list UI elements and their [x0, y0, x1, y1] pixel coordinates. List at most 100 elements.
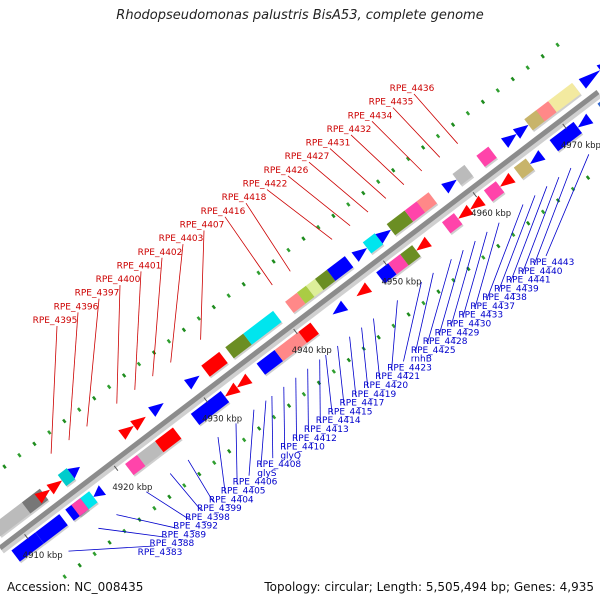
dot-track-upper-dot	[76, 407, 82, 412]
forward-gene	[296, 285, 316, 306]
bottom-gene-label: RPE_4437	[470, 302, 515, 312]
forward-gene	[130, 416, 146, 431]
label-leader	[271, 395, 274, 459]
dot-track-lower-dot	[167, 494, 172, 500]
reverse-gene	[236, 373, 253, 388]
reverse-gene	[513, 158, 536, 181]
top-gene-label: RPE_4427	[285, 152, 330, 162]
forward-gene	[362, 233, 385, 256]
top-gene-label: RPE_4396	[54, 302, 99, 312]
dot-track-lower-dot	[525, 220, 531, 226]
bottom-gene-label: RPE_4419	[351, 390, 396, 400]
forward-gene	[375, 229, 391, 244]
gene-arrow	[236, 373, 253, 388]
tick-mark	[203, 397, 208, 403]
gene-box	[376, 263, 397, 284]
gene-box	[326, 256, 354, 281]
bottom-gene-label: RPE_4423	[387, 363, 432, 373]
label-leader	[509, 186, 548, 283]
dot-track-upper-dot	[480, 99, 486, 105]
label-leader	[266, 189, 333, 240]
label-leader	[414, 272, 434, 353]
dot-track-upper-dot	[211, 304, 217, 310]
label-leader	[361, 327, 369, 388]
label-leader	[426, 259, 452, 344]
reverse-gene	[483, 181, 506, 204]
page-title: Rhodopseudomonas palustris BisA53, compl…	[116, 8, 484, 23]
label-leader	[200, 230, 205, 340]
gene-arrow	[67, 466, 80, 479]
forward-gene	[0, 502, 32, 538]
label-leader	[308, 161, 369, 213]
forward-gene	[578, 70, 600, 89]
forward-gene	[118, 425, 134, 440]
label-leader	[116, 514, 178, 529]
bottom-gene-label: RPE_4420	[363, 381, 408, 391]
gene-box	[416, 192, 438, 213]
bottom-gene-label: RPE_4408	[256, 460, 301, 470]
label-leader	[86, 298, 100, 427]
label-leader	[260, 400, 267, 467]
gene-arrow	[34, 489, 51, 504]
dot-track-upper-dot	[62, 418, 67, 424]
reverse-gene	[274, 331, 309, 363]
dot-track-upper-dot	[316, 224, 321, 230]
dot-track-upper-dot	[106, 384, 112, 390]
dot-track-lower-dot	[286, 403, 292, 408]
reverse-gene	[356, 282, 373, 297]
gene-box	[125, 454, 146, 476]
dot-track-upper-dot	[151, 350, 157, 355]
bottom-gene-label: RPE_4414	[316, 416, 361, 426]
gene-box	[476, 146, 497, 167]
reverse-gene	[376, 263, 398, 286]
gene-box	[362, 233, 384, 254]
reverse-gene	[400, 245, 422, 267]
dot-track-upper-dot	[465, 110, 471, 116]
label-leader	[283, 386, 286, 450]
gene-arrow	[577, 113, 594, 128]
bottom-gene-label: RPE_4417	[340, 399, 385, 409]
gene-arrow	[416, 236, 432, 251]
top-gene-label: RPE_4395	[33, 316, 78, 326]
label-leader	[224, 216, 273, 286]
gene-arrow	[500, 134, 517, 148]
bottom-gene-label: RPE_4410	[280, 443, 325, 453]
dot-track-upper-dot	[241, 281, 246, 287]
forward-gene	[386, 210, 415, 237]
gene-arrow	[225, 382, 241, 397]
reverse-gene	[458, 204, 474, 219]
dot-track-lower-dot	[211, 460, 217, 465]
gene-arrow	[118, 425, 134, 440]
label-leader	[287, 175, 351, 227]
label-leader	[319, 359, 321, 423]
forward-gene	[548, 82, 582, 114]
reverse-gene	[11, 532, 46, 564]
forward-gene	[416, 192, 439, 215]
label-leader-lines	[50, 93, 590, 552]
bottom-gene-label: RPE_4405	[221, 486, 266, 496]
gene-box	[190, 391, 230, 425]
forward-gene	[305, 278, 325, 299]
reverse-gene	[35, 514, 70, 546]
gene-features	[0, 61, 600, 564]
gene-arrow	[470, 195, 486, 210]
gene-arrow	[529, 150, 546, 164]
label-leader	[169, 473, 202, 512]
bottom-gene-label: RPE_4443	[530, 258, 575, 268]
gene-box	[285, 292, 306, 313]
label-leader	[68, 312, 79, 441]
gene-box	[305, 278, 324, 297]
forward-gene	[67, 466, 80, 479]
dot-track-upper-dot	[525, 65, 530, 70]
label-leader	[116, 285, 121, 404]
dot-track-lower-dot	[316, 380, 322, 386]
reverse-gene	[549, 121, 584, 153]
top-gene-label: RPE_4401	[117, 261, 162, 271]
dot-track-lower-dot	[301, 391, 307, 397]
top-gene-label: RPE_4400	[96, 275, 141, 285]
label-leader	[350, 134, 405, 185]
tick-label: 4960 kbp	[471, 209, 511, 219]
gene-arrow	[356, 282, 373, 297]
gene-box	[256, 349, 284, 375]
dot-track-upper-dot	[166, 338, 172, 344]
